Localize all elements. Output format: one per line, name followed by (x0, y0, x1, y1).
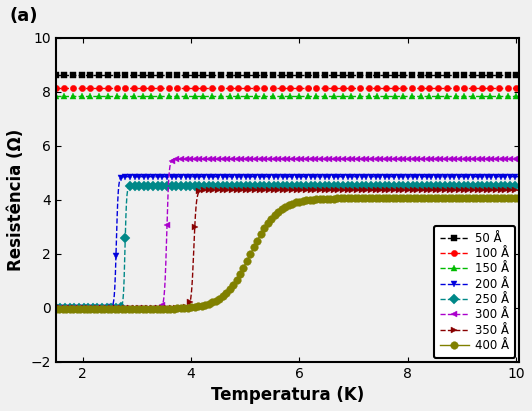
350 Å (322, 188, 328, 193)
50 Å (334, 72, 340, 77)
Line: 50 Å: 50 Å (53, 72, 522, 78)
350 Å (404, 188, 411, 193)
150 Å (81, 93, 87, 98)
150 Å (451, 93, 458, 98)
150 Å (334, 93, 340, 98)
50 Å (516, 72, 522, 77)
300 Å (452, 157, 458, 162)
150 Å (347, 93, 354, 98)
250 Å (81, 305, 87, 310)
100 Å (347, 85, 354, 90)
100 Å (321, 85, 328, 90)
200 Å (404, 174, 411, 179)
400 Å (404, 196, 410, 201)
50 Å (81, 72, 87, 77)
200 Å (147, 174, 154, 179)
250 Å (404, 184, 411, 189)
350 Å (516, 188, 522, 193)
Legend: 50 Å, 100 Å, 150 Å, 200 Å, 250 Å, 300 Å, 350 Å, 400 Å: 50 Å, 100 Å, 150 Å, 200 Å, 250 Å, 300 Å,… (434, 226, 515, 358)
150 Å (53, 93, 59, 98)
400 Å (347, 196, 354, 201)
200 Å (322, 174, 328, 179)
350 Å (53, 305, 59, 310)
Line: 300 Å: 300 Å (52, 156, 522, 311)
300 Å (53, 305, 59, 310)
200 Å (334, 174, 340, 179)
50 Å (347, 72, 354, 77)
Line: 400 Å: 400 Å (52, 194, 522, 313)
100 Å (404, 85, 410, 90)
Line: 250 Å: 250 Å (52, 182, 522, 311)
350 Å (81, 305, 87, 310)
400 Å (81, 307, 87, 312)
200 Å (81, 305, 87, 310)
50 Å (321, 72, 328, 77)
400 Å (321, 196, 328, 201)
150 Å (321, 93, 328, 98)
300 Å (516, 157, 522, 162)
300 Å (81, 305, 87, 310)
X-axis label: Temperatura (K): Temperatura (K) (211, 386, 364, 404)
300 Å (404, 157, 411, 162)
Line: 200 Å: 200 Å (52, 173, 522, 311)
100 Å (334, 85, 340, 90)
350 Å (334, 188, 340, 193)
150 Å (516, 93, 522, 98)
150 Å (404, 93, 410, 98)
250 Å (516, 184, 522, 189)
50 Å (451, 72, 458, 77)
250 Å (53, 305, 59, 310)
300 Å (348, 157, 354, 162)
100 Å (516, 85, 522, 90)
400 Å (516, 196, 522, 201)
350 Å (348, 188, 354, 193)
200 Å (53, 305, 59, 310)
400 Å (53, 307, 59, 312)
250 Å (151, 184, 157, 189)
300 Å (322, 157, 328, 162)
250 Å (334, 184, 340, 189)
200 Å (452, 174, 458, 179)
400 Å (451, 196, 458, 201)
50 Å (404, 72, 410, 77)
Text: (a): (a) (10, 7, 38, 25)
Line: 150 Å: 150 Å (53, 92, 522, 99)
250 Å (322, 184, 328, 189)
300 Å (334, 157, 340, 162)
100 Å (81, 85, 87, 90)
350 Å (452, 188, 458, 193)
200 Å (516, 174, 522, 179)
300 Å (204, 157, 210, 162)
400 Å (334, 196, 340, 201)
100 Å (451, 85, 458, 90)
Line: 100 Å: 100 Å (53, 84, 522, 91)
350 Å (236, 188, 243, 193)
100 Å (53, 85, 59, 90)
250 Å (348, 184, 354, 189)
250 Å (452, 184, 458, 189)
Line: 350 Å: 350 Å (52, 187, 522, 311)
50 Å (53, 72, 59, 77)
Y-axis label: Resistência (Ω): Resistência (Ω) (7, 129, 25, 271)
200 Å (348, 174, 354, 179)
